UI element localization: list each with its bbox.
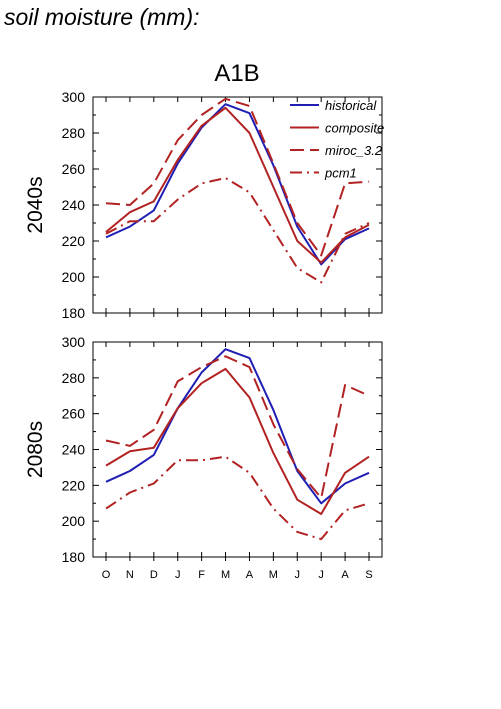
chart-panel-1: 180 200 220 240 260 280 300 2040s historical comp… — [24, 89, 384, 321]
chart-title: A1B — [214, 60, 259, 87]
y-tick-label: 280 — [62, 125, 86, 141]
y-tick-label: 220 — [62, 477, 86, 493]
x-tick-label: M — [221, 569, 230, 581]
y-tick-label: 240 — [62, 197, 86, 213]
x-tick-label: D — [150, 569, 158, 581]
series-line-miroc-3-2 — [105, 97, 370, 257]
y-tick-label: 180 — [62, 549, 86, 565]
y-tick-label: 280 — [62, 370, 86, 386]
legend-label: pcm1 — [324, 166, 357, 181]
y-tick-label: 200 — [62, 513, 86, 529]
y-tick-label: 260 — [62, 406, 86, 422]
x-tick-label: J — [318, 569, 324, 581]
x-tick-label: S — [365, 569, 372, 581]
series-line-historical — [105, 348, 370, 505]
y-tick-label: 300 — [62, 89, 86, 105]
y-tick-label: 260 — [62, 161, 86, 177]
x-tick-label: A — [246, 569, 254, 581]
chart-panel-2: 180 200 220 240 260 280 300 O N D J F M A M J J A S 2080s — [24, 334, 383, 581]
series-line-pcm1 — [105, 177, 370, 284]
y-tick-label: 220 — [62, 233, 86, 249]
x-tick-label: A — [341, 569, 349, 581]
series-line-pcm1 — [105, 455, 370, 541]
y-tick-label: 240 — [62, 442, 86, 458]
legend-label: miroc_3.2 — [325, 143, 383, 158]
legend: historical composite miroc_3.2 pcm1 — [290, 98, 384, 181]
y-tick-label: 180 — [62, 305, 86, 321]
series-line-historical — [105, 103, 370, 266]
series-line-composite — [105, 106, 370, 264]
series-line-miroc-3-2 — [105, 355, 370, 499]
x-tick-label: J — [295, 569, 301, 581]
series-line-composite — [105, 367, 370, 515]
x-tick-label: N — [126, 569, 134, 581]
page-title: soil moisture (mm): — [4, 4, 200, 30]
x-tick-label: F — [198, 569, 205, 581]
legend-label: composite — [325, 121, 384, 136]
y-axis-label: 2080s — [24, 421, 47, 478]
x-tick-label: M — [269, 569, 278, 581]
y-axis-label: 2040s — [24, 176, 47, 233]
x-tick-label: O — [102, 569, 111, 581]
legend-label: historical — [325, 98, 377, 113]
y-tick-label: 200 — [62, 269, 86, 285]
y-tick-label: 300 — [62, 334, 86, 350]
x-tick-label: J — [175, 569, 181, 581]
